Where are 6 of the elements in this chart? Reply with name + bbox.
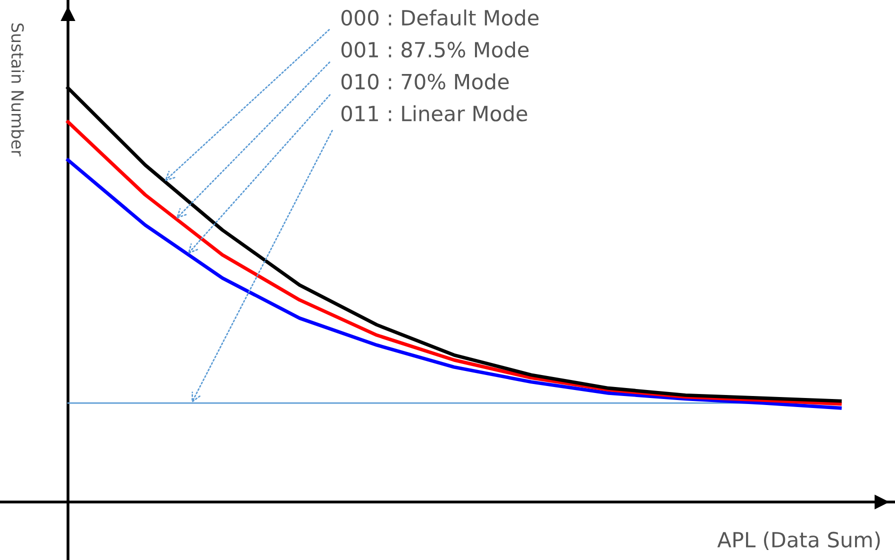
- text: 011 : Linear Mode: [341, 105, 528, 122]
- text: 010 : 70% Mode: [341, 73, 509, 90]
- text: 001 : 87.5% Mode: [341, 41, 529, 58]
- text: 000 : Default Mode: [341, 10, 539, 26]
- y-axis-title: Sustain Number: [11, 24, 24, 156]
- x-axis-title: APL (Data Sum): [717, 531, 880, 550]
